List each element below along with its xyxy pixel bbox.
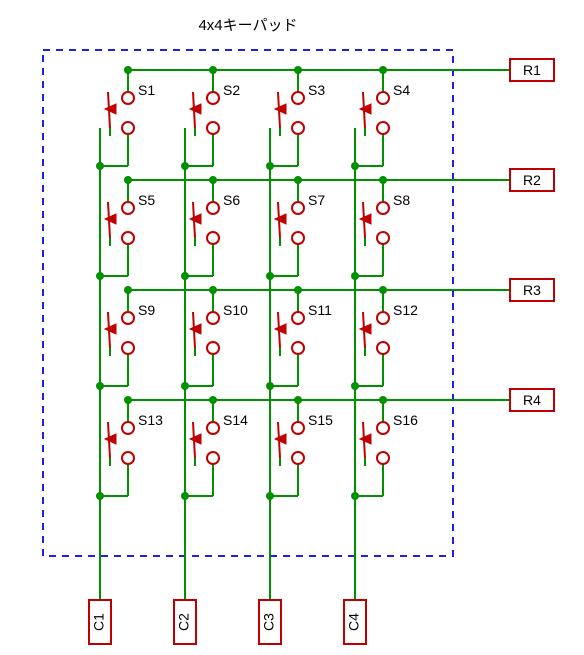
switch-s10: S10 (190, 302, 248, 356)
switch-s6: S6 (190, 192, 240, 246)
switch-label: S7 (308, 192, 325, 208)
switch-s7: S7 (275, 192, 325, 246)
switch-label: S8 (393, 192, 410, 208)
col-pin-c3: C3 (259, 600, 281, 644)
switch-s2: S2 (190, 82, 240, 136)
pin-label: C2 (176, 613, 192, 631)
pin-label: C4 (346, 613, 362, 631)
keypad-schematic: 4x4キーパッドS1S2S3S4S5S6S7S8S9S10S11S12S13S1… (0, 0, 584, 650)
switch-label: S6 (223, 192, 240, 208)
switch-label: S4 (393, 82, 410, 98)
title: 4x4キーパッド (198, 17, 297, 34)
switch-label: S11 (308, 302, 332, 318)
switch-s13: S13 (105, 412, 163, 466)
switch-label: S12 (393, 302, 418, 318)
switch-label: S13 (138, 412, 163, 428)
row-pin-r3: R3 (510, 279, 554, 301)
col-pin-c1: C1 (89, 600, 111, 644)
col-pin-c4: C4 (344, 600, 366, 644)
switches: S1 S2 S3 S4 S5 S6 S7 S8 S9 S10 S11 S12 S13 S14 S15 S16 (105, 82, 418, 466)
switch-label: S14 (223, 412, 248, 428)
switch-label: S5 (138, 192, 155, 208)
pin-label: R3 (523, 282, 541, 298)
wires (100, 70, 510, 600)
switch-label: S1 (138, 82, 155, 98)
switch-s9: S9 (105, 302, 155, 356)
pin-label: R2 (523, 172, 541, 188)
switch-s16: S16 (360, 412, 418, 466)
row-pin-r1: R1 (510, 59, 554, 81)
switch-s12: S12 (360, 302, 418, 356)
switch-label: S15 (308, 412, 333, 428)
switch-s4: S4 (360, 82, 410, 136)
pin-label: R4 (523, 392, 541, 408)
switch-s8: S8 (360, 192, 410, 246)
switch-s15: S15 (275, 412, 333, 466)
switch-s3: S3 (275, 82, 325, 136)
switch-label: S16 (393, 412, 418, 428)
row-pin-r2: R2 (510, 169, 554, 191)
switch-label: S2 (223, 82, 240, 98)
switch-label: S3 (308, 82, 325, 98)
pin-label: C3 (261, 613, 277, 631)
boundary-box (43, 50, 453, 556)
switch-s5: S5 (105, 192, 155, 246)
switch-s14: S14 (190, 412, 248, 466)
junctions (96, 66, 387, 500)
switch-label: S10 (223, 302, 248, 318)
switch-s1: S1 (105, 82, 155, 136)
switch-s11: S11 (275, 302, 332, 356)
pin-label: C1 (91, 613, 107, 631)
switch-label: S9 (138, 302, 155, 318)
row-pin-r4: R4 (510, 389, 554, 411)
pin-label: R1 (523, 62, 541, 78)
col-pin-c2: C2 (174, 600, 196, 644)
